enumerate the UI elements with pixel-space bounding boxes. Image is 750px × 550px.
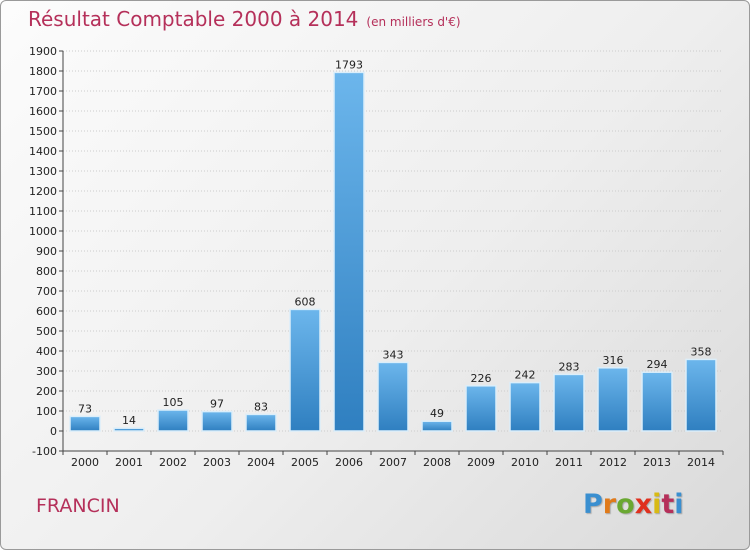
y-tick-label: 600 (36, 305, 57, 318)
y-tick-label: 1700 (29, 85, 57, 98)
bar-2010 (509, 381, 541, 432)
x-tick-label-2008: 2008 (423, 456, 451, 469)
x-tick-label-2003: 2003 (203, 456, 231, 469)
brand-letter: r (602, 489, 617, 520)
bar-2011 (553, 373, 585, 432)
y-tick-label: 1300 (29, 165, 57, 178)
chart-title-text: Résultat Comptable 2000 à 2014 (28, 7, 359, 31)
y-tick-label: 0 (50, 425, 57, 438)
x-tick-label-2001: 2001 (115, 456, 143, 469)
data-label-2006: 1793 (335, 58, 363, 71)
bar-2013 (641, 371, 673, 432)
bar-2002 (157, 409, 189, 432)
y-tick-label: 300 (36, 365, 57, 378)
bar-2008 (421, 420, 453, 432)
y-tick-label: 1200 (29, 185, 57, 198)
x-tick-label-2009: 2009 (467, 456, 495, 469)
data-label-2013: 294 (647, 358, 668, 371)
x-tick-label-2013: 2013 (643, 456, 671, 469)
data-label-2004: 83 (254, 400, 268, 413)
x-tick-label-2006: 2006 (335, 456, 363, 469)
data-label-2009: 226 (471, 372, 492, 385)
y-tick-label: 100 (36, 405, 57, 418)
brand-letter: i (674, 489, 684, 520)
bar-2005 (289, 308, 321, 432)
y-tick-label: 1900 (29, 45, 57, 58)
bar-2001 (113, 427, 145, 432)
y-tick-label: 200 (36, 385, 57, 398)
bar-2014 (685, 358, 717, 432)
y-tick-label: 500 (36, 325, 57, 338)
y-tick-label: -100 (32, 445, 57, 458)
data-label-2011: 283 (559, 360, 580, 373)
y-tick-label: 900 (36, 245, 57, 258)
x-tick-label-2012: 2012 (599, 456, 627, 469)
data-label-2003: 97 (210, 398, 224, 411)
data-label-2014: 358 (691, 345, 712, 358)
commune-name: FRANCIN (36, 495, 120, 517)
x-tick-label-2007: 2007 (379, 456, 407, 469)
y-tick-label: 800 (36, 265, 57, 278)
data-label-2002: 105 (163, 396, 184, 409)
y-tick-label: 1500 (29, 125, 57, 138)
data-label-2007: 343 (383, 348, 404, 361)
bar-2004 (245, 413, 277, 432)
brand-letter: o (616, 489, 635, 520)
chart-subtitle: (en milliers d'€) (366, 15, 461, 29)
y-tick-label: 1000 (29, 225, 57, 238)
data-label-2008: 49 (430, 407, 444, 420)
y-tick-label: 1800 (29, 65, 57, 78)
y-tick-label: 1400 (29, 145, 57, 158)
brand-letter: i (652, 489, 662, 520)
brand-logo: Proxiti (583, 489, 684, 520)
bar-2003 (201, 410, 233, 432)
y-tick-label: 400 (36, 345, 57, 358)
y-tick-label: 1100 (29, 205, 57, 218)
brand-letter: x (634, 489, 653, 520)
x-tick-label-2011: 2011 (555, 456, 583, 469)
x-tick-label-2004: 2004 (247, 456, 275, 469)
bar-2000 (69, 415, 101, 432)
bar-2012 (597, 367, 629, 432)
x-tick-label-2002: 2002 (159, 456, 187, 469)
chart-title: Résultat Comptable 2000 à 2014 (en millie… (28, 7, 461, 31)
x-tick-label-2005: 2005 (291, 456, 319, 469)
y-tick-label: 1600 (29, 105, 57, 118)
data-label-2001: 14 (122, 414, 136, 427)
data-label-2012: 316 (603, 354, 624, 367)
x-tick-label-2000: 2000 (71, 456, 99, 469)
bar-2009 (465, 385, 497, 432)
x-tick-label-2014: 2014 (687, 456, 715, 469)
brand-letter: P (583, 489, 603, 520)
data-label-2010: 242 (515, 369, 536, 382)
data-label-2005: 608 (295, 295, 316, 308)
bar-2007 (377, 361, 409, 432)
brand-letter: t (661, 489, 675, 520)
bar-2006 (333, 71, 365, 432)
x-tick-label-2010: 2010 (511, 456, 539, 469)
y-tick-label: 700 (36, 285, 57, 298)
data-label-2000: 73 (78, 402, 92, 415)
